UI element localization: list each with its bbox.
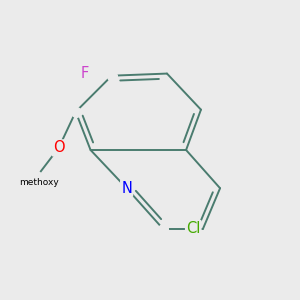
Text: Cl: Cl [186,221,200,236]
Text: methoxy: methoxy [19,178,58,187]
Text: N: N [121,181,132,196]
Text: O: O [53,140,64,155]
Text: F: F [80,66,88,81]
